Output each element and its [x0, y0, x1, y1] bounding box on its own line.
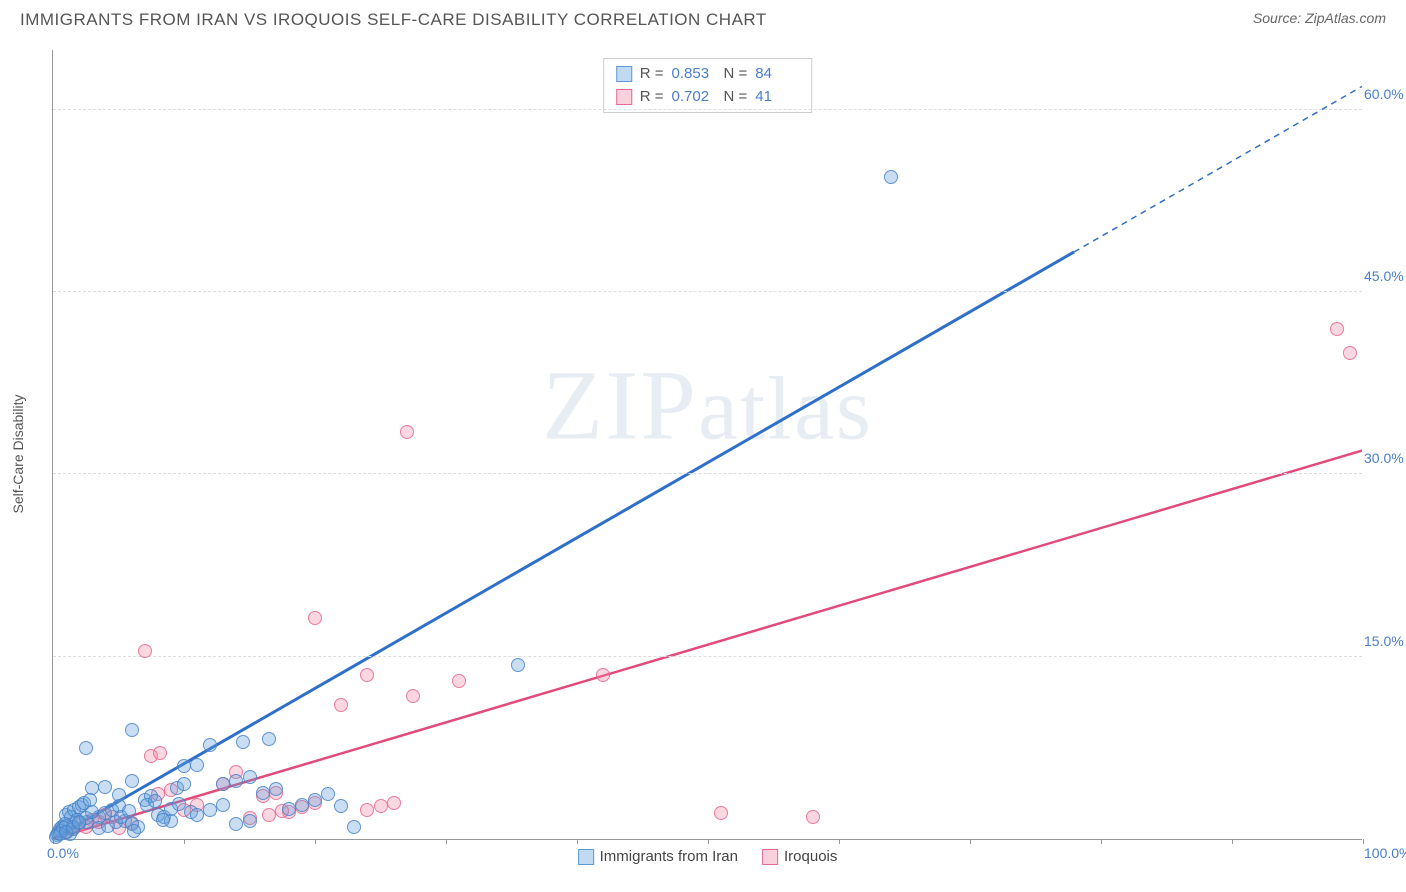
data-point [1330, 322, 1344, 336]
r-label: R = [640, 86, 664, 109]
series-legend: Immigrants from Iran Iroquois [578, 848, 838, 865]
data-point [884, 170, 898, 184]
data-point [72, 815, 86, 829]
x-end-label: 100.0% [1364, 845, 1406, 861]
swatch-pink-icon [616, 89, 632, 105]
r-label: R = [640, 63, 664, 86]
data-point [203, 803, 217, 817]
data-point [172, 797, 186, 811]
data-point [177, 759, 191, 773]
data-point [262, 808, 276, 822]
chart-title: IMMIGRANTS FROM IRAN VS IROQUOIS SELF-CA… [20, 10, 767, 30]
data-point [308, 611, 322, 625]
data-point [243, 770, 257, 784]
x-tick [446, 839, 447, 844]
chart-plot-area: ZIPatlas R = 0.853 N = 84 R = 0.702 N = … [52, 50, 1362, 840]
data-point [806, 810, 820, 824]
data-point [85, 805, 99, 819]
x-tick [1363, 839, 1364, 844]
data-point [125, 723, 139, 737]
data-point [374, 799, 388, 813]
x-tick [970, 839, 971, 844]
r-value-pink: 0.702 [672, 86, 716, 109]
r-value-blue: 0.853 [672, 63, 716, 86]
data-point [148, 794, 162, 808]
legend-swatch-pink-icon [762, 849, 778, 865]
header: IMMIGRANTS FROM IRAN VS IROQUOIS SELF-CA… [0, 0, 1406, 35]
y-tick-label: 60.0% [1364, 86, 1406, 102]
data-point [177, 777, 191, 791]
data-point [295, 798, 309, 812]
data-point [262, 732, 276, 746]
stats-legend-box: R = 0.853 N = 84 R = 0.702 N = 41 [603, 58, 813, 113]
data-point [360, 668, 374, 682]
legend-swatch-blue-icon [578, 849, 594, 865]
data-point [229, 817, 243, 831]
trend-lines [53, 50, 1362, 839]
data-point [79, 741, 93, 755]
x-tick [1232, 839, 1233, 844]
data-point [406, 689, 420, 703]
y-tick-label: 30.0% [1364, 450, 1406, 466]
data-point [347, 820, 361, 834]
legend-label-blue: Immigrants from Iran [600, 848, 738, 865]
data-point [360, 803, 374, 817]
origin-label: 0.0% [47, 845, 95, 861]
x-tick [184, 839, 185, 844]
data-point [122, 804, 136, 818]
data-point [236, 735, 250, 749]
source-label: Source: ZipAtlas.com [1253, 10, 1386, 26]
data-point [511, 658, 525, 672]
legend-item-pink: Iroquois [762, 848, 837, 865]
y-axis-label: Self-Care Disability [10, 394, 26, 513]
data-point [190, 808, 204, 822]
data-point [256, 786, 270, 800]
data-point [216, 798, 230, 812]
gridline [53, 291, 1362, 292]
gridline [53, 473, 1362, 474]
x-tick [708, 839, 709, 844]
data-point [153, 746, 167, 760]
gridline [53, 656, 1362, 657]
data-point [282, 802, 296, 816]
data-point [1343, 346, 1357, 360]
legend-item-blue: Immigrants from Iran [578, 848, 738, 865]
data-point [229, 774, 243, 788]
x-tick [315, 839, 316, 844]
data-point [596, 668, 610, 682]
n-label: N = [724, 63, 748, 86]
data-point [334, 698, 348, 712]
stats-row-blue: R = 0.853 N = 84 [616, 63, 800, 86]
data-point [243, 814, 257, 828]
data-point [452, 674, 466, 688]
n-label: N = [724, 86, 748, 109]
data-point [714, 806, 728, 820]
n-value-blue: 84 [755, 63, 799, 86]
data-point [334, 799, 348, 813]
x-tick [839, 839, 840, 844]
data-point [127, 824, 141, 838]
data-point [98, 780, 112, 794]
data-point [269, 782, 283, 796]
data-point [321, 787, 335, 801]
data-point [216, 777, 230, 791]
legend-label-pink: Iroquois [784, 848, 837, 865]
data-point [387, 796, 401, 810]
data-point [138, 644, 152, 658]
watermark: ZIPatlas [542, 348, 873, 463]
stats-row-pink: R = 0.702 N = 41 [616, 86, 800, 109]
x-tick [577, 839, 578, 844]
data-point [308, 793, 322, 807]
y-tick-label: 45.0% [1364, 268, 1406, 284]
data-point [203, 738, 217, 752]
data-point [125, 774, 139, 788]
x-tick [1101, 839, 1102, 844]
swatch-blue-icon [616, 66, 632, 82]
n-value-pink: 41 [755, 86, 799, 109]
data-point [190, 758, 204, 772]
y-tick-label: 15.0% [1364, 633, 1406, 649]
gridline [53, 109, 1362, 110]
data-point [400, 425, 414, 439]
